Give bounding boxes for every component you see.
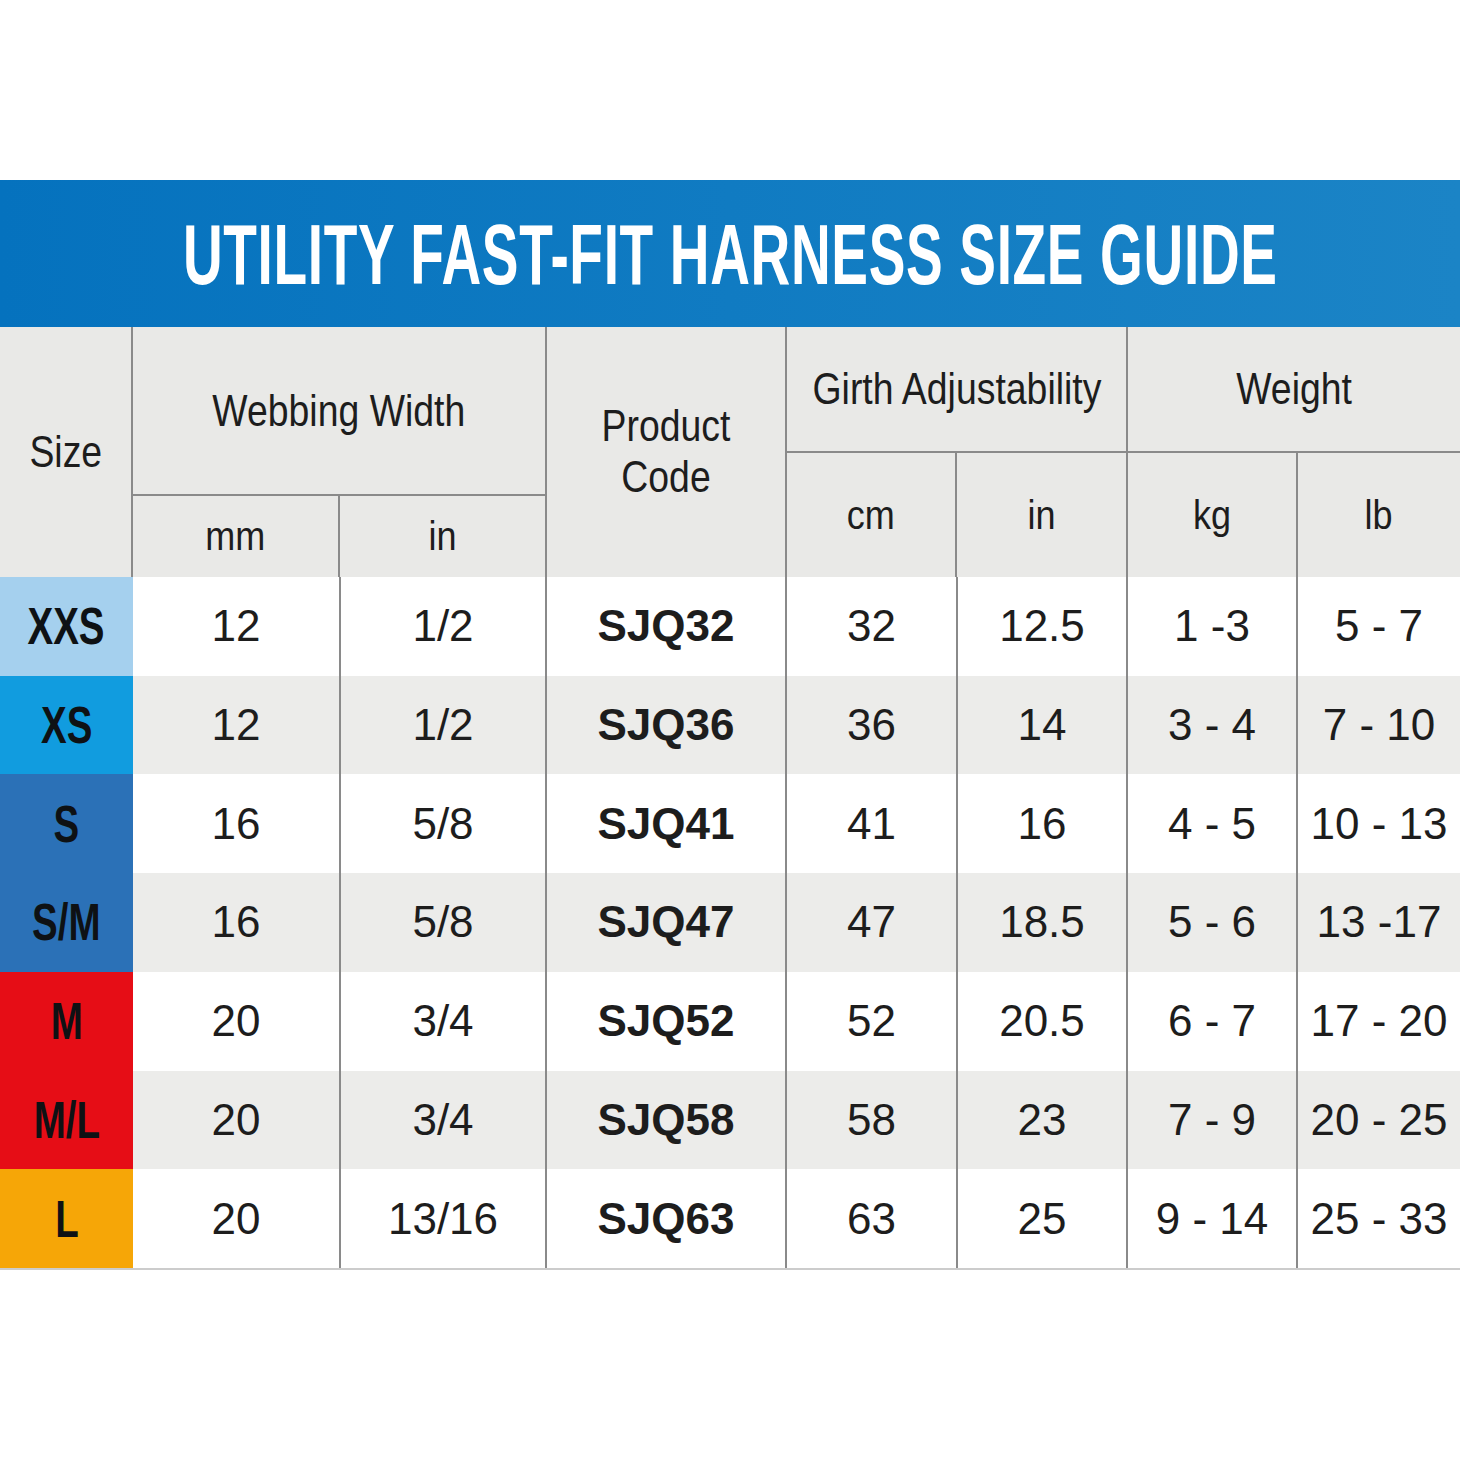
product-code-cell: SJQ58 [547,1071,787,1170]
weight-kg-cell: 6 - 7 [1128,972,1298,1071]
webbing-mm-cell: 20 [133,1169,341,1268]
unit-header-webbing-in: in [340,496,545,577]
size-cell: XXS [0,577,133,676]
table-row-m: M 20 3/4 SJQ52 52 20.5 6 - 7 17 - 20 [0,972,1460,1071]
webbing-mm-cell: 12 [133,577,341,676]
column-header-product-code: Product Code [547,327,787,577]
size-guide-page: UTILITY FAST-FIT HARNESS SIZE GUIDE Size… [0,0,1460,1460]
girth-cm-cell: 58 [787,1071,958,1170]
weight-kg-cell: 7 - 9 [1128,1071,1298,1170]
girth-cm-cell: 47 [787,873,958,972]
weight-lb-cell: 17 - 20 [1298,972,1460,1071]
product-code-cell: SJQ63 [547,1169,787,1268]
girth-in-cell: 12.5 [958,577,1128,676]
page-title: UTILITY FAST-FIT HARNESS SIZE GUIDE [183,211,1278,297]
product-code-cell: SJQ52 [547,972,787,1071]
weight-lb-cell: 7 - 10 [1298,676,1460,775]
product-code-cell: SJQ41 [547,774,787,873]
weight-kg-cell: 9 - 14 [1128,1169,1298,1268]
unit-header-cm: cm [787,453,957,577]
webbing-in-cell: 5/8 [341,873,547,972]
weight-kg-cell: 5 - 6 [1128,873,1298,972]
unit-header-lb: lb [1298,453,1460,577]
column-header-webbing-width: Webbing Width [133,327,545,496]
column-header-girth-adjustability: Girth Adjustability [787,327,1126,453]
size-cell: M [0,972,133,1071]
girth-cm-cell: 63 [787,1169,958,1268]
girth-in-cell: 14 [958,676,1128,775]
table-row-xs: XS 12 1/2 SJQ36 36 14 3 - 4 7 - 10 [0,676,1460,775]
girth-cm-cell: 52 [787,972,958,1071]
weight-lb-cell: 5 - 7 [1298,577,1460,676]
weight-lb-cell: 10 - 13 [1298,774,1460,873]
webbing-in-cell: 1/2 [341,676,547,775]
column-header-size: Size [0,327,133,577]
product-code-cell: SJQ32 [547,577,787,676]
girth-in-cell: 18.5 [958,873,1128,972]
column-header-weight: Weight [1128,327,1460,453]
product-code-cell: SJQ36 [547,676,787,775]
column-group-girth-adjustability: Girth Adjustability cm in [787,327,1128,577]
size-cell: S/M [0,873,133,972]
webbing-in-cell: 13/16 [341,1169,547,1268]
webbing-in-cell: 1/2 [341,577,547,676]
girth-in-cell: 25 [958,1169,1128,1268]
girth-cm-cell: 41 [787,774,958,873]
column-group-webbing-width: Webbing Width mm in [133,327,547,577]
size-cell: S [0,774,133,873]
webbing-mm-cell: 12 [133,676,341,775]
table-row-l: L 20 13/16 SJQ63 63 25 9 - 14 25 - 33 [0,1169,1460,1268]
size-cell: L [0,1169,133,1268]
webbing-in-cell: 3/4 [341,972,547,1071]
girth-cm-cell: 32 [787,577,958,676]
girth-units-row: cm in [787,453,1126,577]
weight-lb-cell: 25 - 33 [1298,1169,1460,1268]
webbing-mm-cell: 16 [133,873,341,972]
webbing-width-units-row: mm in [133,496,545,577]
weight-kg-cell: 3 - 4 [1128,676,1298,775]
table-row-ml: M/L 20 3/4 SJQ58 58 23 7 - 9 20 - 25 [0,1071,1460,1170]
girth-in-cell: 23 [958,1071,1128,1170]
weight-kg-cell: 1 -3 [1128,577,1298,676]
webbing-mm-cell: 16 [133,774,341,873]
size-cell: M/L [0,1071,133,1170]
weight-lb-cell: 20 - 25 [1298,1071,1460,1170]
table-body: XXS 12 1/2 SJQ32 32 12.5 1 -3 5 - 7 XS 1… [0,577,1460,1270]
column-group-weight: Weight kg lb [1128,327,1460,577]
table-row-xxs: XXS 12 1/2 SJQ32 32 12.5 1 -3 5 - 7 [0,577,1460,676]
girth-cm-cell: 36 [787,676,958,775]
title-banner: UTILITY FAST-FIT HARNESS SIZE GUIDE [0,180,1460,327]
table-header: Size Webbing Width mm in Product Code Gi… [0,327,1460,577]
product-code-cell: SJQ47 [547,873,787,972]
table-row-s: S 16 5/8 SJQ41 41 16 4 - 5 10 - 13 [0,774,1460,873]
weight-lb-cell: 13 -17 [1298,873,1460,972]
girth-in-cell: 16 [958,774,1128,873]
table-row-sm: S/M 16 5/8 SJQ47 47 18.5 5 - 6 13 -17 [0,873,1460,972]
weight-kg-cell: 4 - 5 [1128,774,1298,873]
webbing-mm-cell: 20 [133,972,341,1071]
webbing-mm-cell: 20 [133,1071,341,1170]
webbing-in-cell: 5/8 [341,774,547,873]
size-cell: XS [0,676,133,775]
weight-units-row: kg lb [1128,453,1460,577]
unit-header-kg: kg [1128,453,1298,577]
webbing-in-cell: 3/4 [341,1071,547,1170]
girth-in-cell: 20.5 [958,972,1128,1071]
unit-header-girth-in: in [957,453,1126,577]
unit-header-mm: mm [133,496,340,577]
